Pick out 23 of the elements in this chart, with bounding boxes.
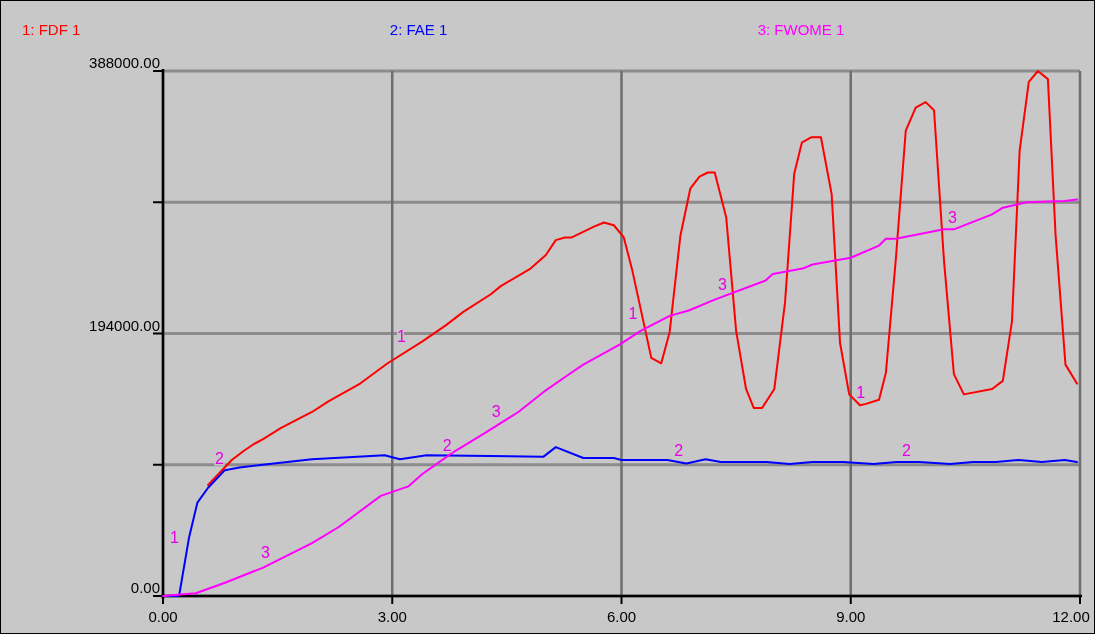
annotation: 1 — [856, 383, 866, 401]
x-tick-label: 0.00 — [148, 608, 178, 625]
annotation: 2 — [442, 436, 452, 454]
annotation: 1 — [170, 528, 180, 546]
annotation: 1 — [396, 328, 406, 346]
text: 3: FWOME 1 — [757, 21, 845, 38]
x-tick-label: 6.00 — [606, 608, 637, 625]
text: 2: FAE 1 — [389, 21, 448, 38]
y-tick-label: 194000.00 — [89, 316, 160, 334]
annotation: 3 — [947, 209, 957, 227]
x-tick-label: 3.00 — [377, 608, 407, 625]
y-tick-label: 0.00 — [130, 579, 160, 596]
x-tick-label: 9.00 — [836, 608, 866, 625]
annotation: 2 — [674, 442, 684, 460]
annotation: 3 — [260, 543, 270, 561]
x-tick-label: 12.00 — [1052, 608, 1090, 625]
annotation: 3 — [717, 275, 727, 293]
text: 1: FDF 1 — [22, 21, 81, 38]
annotation: 2 — [902, 442, 912, 460]
annotation: 3 — [491, 402, 501, 420]
annotation: 1 — [628, 305, 638, 323]
y-tick-label: 388000.00 — [89, 54, 160, 71]
annotation: 2 — [215, 450, 225, 468]
